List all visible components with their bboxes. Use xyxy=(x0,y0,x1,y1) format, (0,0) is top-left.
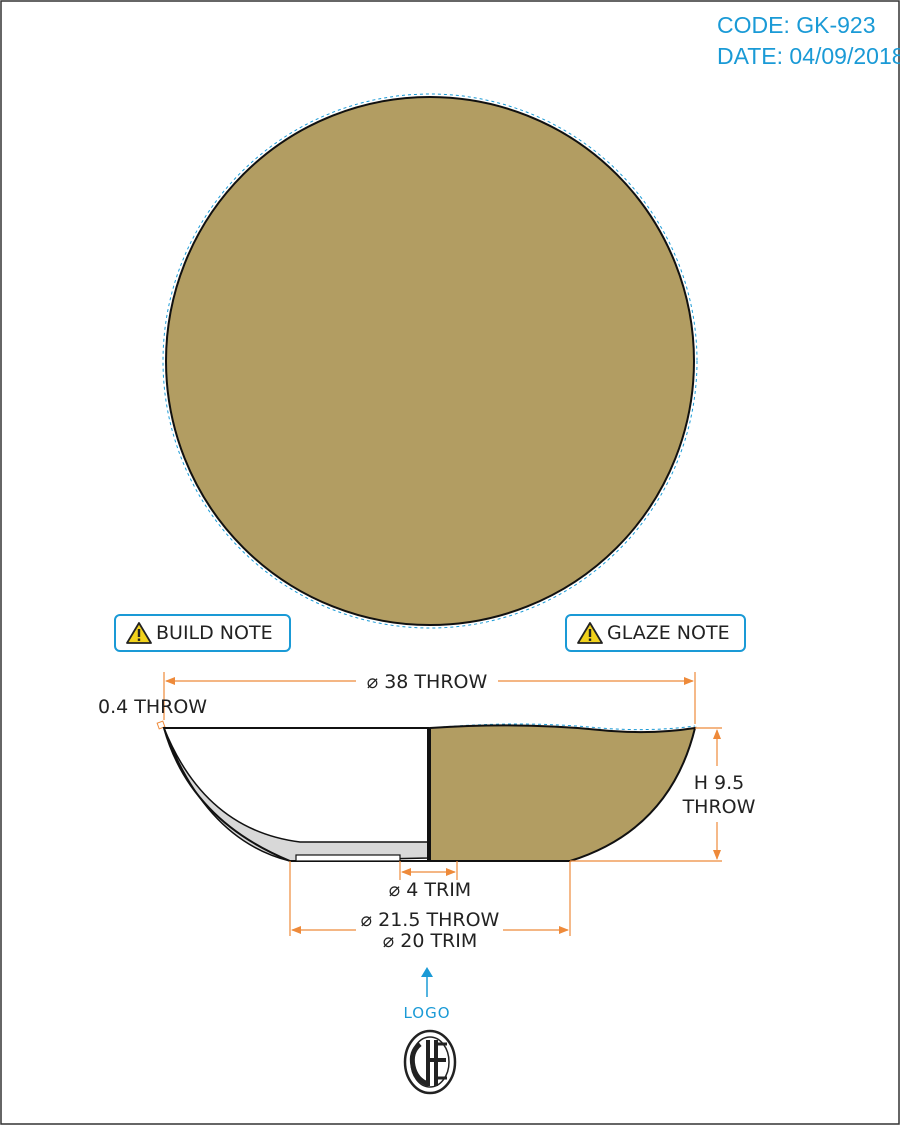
warning-icon xyxy=(577,622,603,644)
glaze-note-label: GLAZE NOTE xyxy=(607,622,730,644)
logo-arrow-icon xyxy=(421,967,433,997)
bowl-exterior-dashed-rim xyxy=(429,723,696,731)
foot-trim-label: ⌀ 4 TRIM xyxy=(389,879,471,901)
wall-thickness-marker xyxy=(156,720,166,730)
top-view-bowl xyxy=(165,96,695,626)
build-note-button[interactable]: BUILD NOTE xyxy=(114,614,291,652)
base-throw-label: ⌀ 21.5 THROW xyxy=(361,909,500,931)
top-view-guide-circle xyxy=(162,93,698,629)
base-trim-label: ⌀ 20 TRIM xyxy=(383,930,478,952)
foot-ring-section xyxy=(295,854,401,862)
date-label: DATE: 04/09/2018 xyxy=(717,43,900,69)
bowl-exterior xyxy=(429,724,697,862)
outer-diameter-label: ⌀ 38 THROW xyxy=(367,671,488,693)
code-label: CODE: GK-923 xyxy=(717,12,876,38)
height-label-line1: H 9.5 xyxy=(694,772,745,794)
wall-thickness-label: 0.4 THROW xyxy=(98,696,207,718)
section-wall xyxy=(163,727,429,862)
build-note-label: BUILD NOTE xyxy=(156,622,273,644)
logo-label: LOGO xyxy=(403,1004,450,1022)
glaze-note-button[interactable]: GLAZE NOTE xyxy=(565,614,746,652)
warning-icon xyxy=(126,622,152,644)
section-outline xyxy=(162,727,429,862)
brand-logo-icon xyxy=(403,1029,457,1095)
height-label-line2: THROW xyxy=(682,796,756,818)
